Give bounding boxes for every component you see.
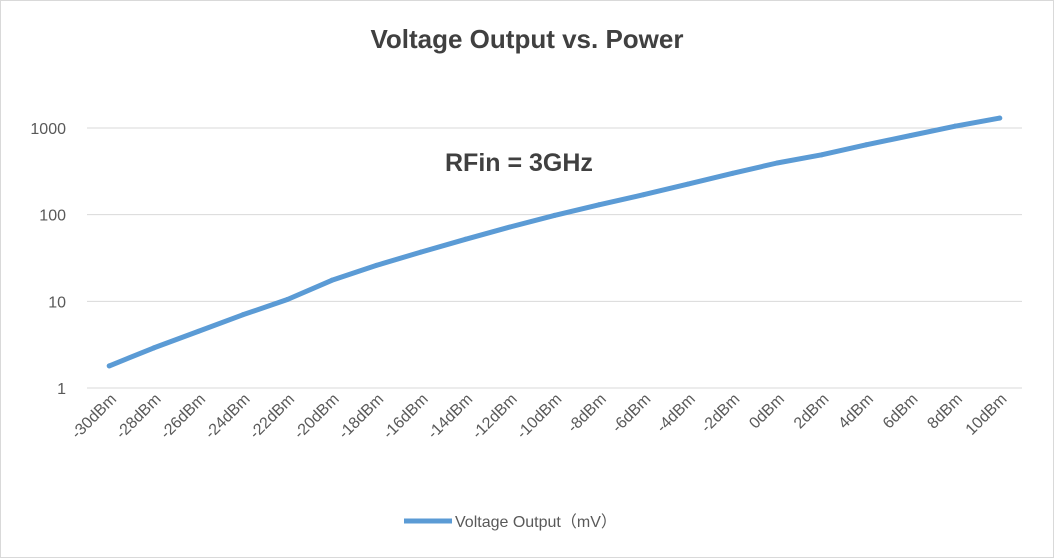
annotation-rfin: RFin = 3GHz bbox=[445, 149, 593, 177]
data-point bbox=[373, 262, 379, 268]
x-tick-label: -12dBm bbox=[469, 391, 521, 443]
data-point bbox=[952, 123, 958, 129]
y-axis-ticks: 1 10 100 1000 bbox=[30, 121, 66, 398]
x-tick-label: -10dBm bbox=[514, 391, 566, 443]
data-point bbox=[462, 236, 468, 242]
legend-label: Voltage Output（mV） bbox=[455, 513, 617, 531]
y-tick-label: 1000 bbox=[30, 121, 66, 138]
data-point bbox=[730, 170, 736, 176]
x-tick-label: 4dBm bbox=[835, 391, 877, 433]
x-axis-ticks: -30dBm-28dBm-26dBm-24dBm-22dBm-20dBm-18d… bbox=[68, 391, 1010, 443]
x-tick-label: -28dBm bbox=[113, 391, 165, 443]
y-tick-label: 100 bbox=[39, 208, 66, 225]
data-point bbox=[863, 142, 869, 148]
y-tick-label: 10 bbox=[48, 294, 66, 311]
x-tick-label: 6dBm bbox=[880, 391, 922, 433]
y-tick-label: 1 bbox=[57, 381, 66, 398]
x-tick-label: 10dBm bbox=[963, 391, 1011, 439]
chart-title: Voltage Output vs. Power bbox=[370, 24, 684, 54]
data-point bbox=[240, 312, 246, 318]
x-tick-label: -20dBm bbox=[291, 391, 343, 443]
data-point bbox=[151, 345, 157, 351]
data-point bbox=[552, 212, 557, 218]
x-tick-label: 0dBm bbox=[746, 391, 788, 433]
x-tick-label: -2dBm bbox=[698, 391, 743, 436]
data-point bbox=[774, 160, 780, 166]
x-tick-label: 2dBm bbox=[791, 391, 833, 433]
data-point bbox=[641, 192, 647, 198]
x-tick-label: -26dBm bbox=[157, 391, 209, 443]
data-point bbox=[195, 328, 201, 334]
data-point bbox=[284, 296, 290, 302]
x-tick-label: -6dBm bbox=[609, 391, 654, 436]
x-tick-label: 8dBm bbox=[924, 391, 966, 433]
data-point bbox=[685, 181, 691, 187]
data-point bbox=[596, 202, 602, 208]
data-point bbox=[329, 277, 335, 283]
x-tick-label: -18dBm bbox=[336, 391, 388, 443]
data-point bbox=[819, 152, 825, 158]
x-tick-label: -16dBm bbox=[380, 391, 432, 443]
data-point bbox=[507, 224, 513, 230]
x-tick-label: -14dBm bbox=[425, 391, 477, 443]
x-tick-label: -22dBm bbox=[247, 391, 299, 443]
data-point bbox=[997, 115, 1003, 121]
x-tick-label: -4dBm bbox=[654, 391, 699, 436]
series-layer bbox=[106, 115, 1003, 369]
data-point bbox=[106, 363, 112, 369]
legend: Voltage Output（mV） bbox=[404, 513, 617, 531]
x-tick-label: -30dBm bbox=[68, 391, 120, 443]
x-tick-label: -8dBm bbox=[565, 391, 610, 436]
x-tick-label: -24dBm bbox=[202, 391, 254, 443]
data-point bbox=[418, 249, 424, 255]
data-point bbox=[908, 132, 914, 138]
